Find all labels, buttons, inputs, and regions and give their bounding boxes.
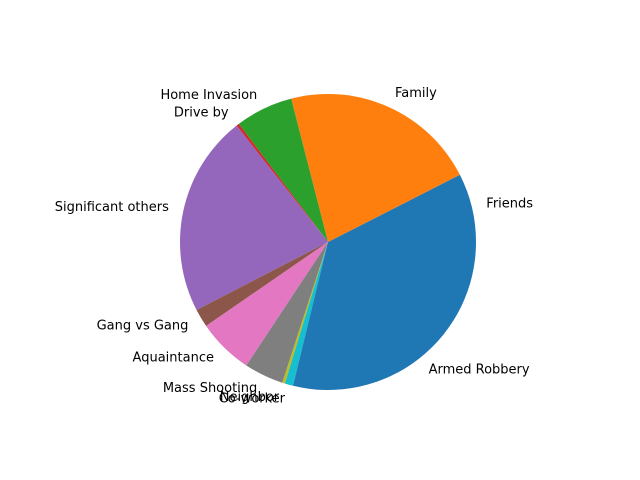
pie-slice-co-worker xyxy=(284,242,328,386)
slice-label-aquaintance: Aquaintance xyxy=(133,351,214,366)
slice-label-armed-robbery: Armed Robbery xyxy=(429,363,530,378)
pie-slice-armed-robbery xyxy=(292,242,476,390)
pie-slice-mass-shooting xyxy=(246,242,328,383)
pie-slice-drive-by xyxy=(236,123,328,242)
pie-slice-family xyxy=(291,94,460,242)
slice-label-family: Family xyxy=(395,86,437,101)
pie-slice-aquaintance xyxy=(206,242,328,366)
slice-label-drive-by: Drive by xyxy=(174,106,229,121)
slice-label-home-invasion: Home Invasion xyxy=(160,88,257,103)
slice-label-friends: Friends xyxy=(486,196,533,211)
slice-label-neighbor: Neighbor xyxy=(220,390,280,405)
pie-slice-significant-others xyxy=(180,125,328,311)
slice-label-significant-others: Significant others xyxy=(55,200,169,215)
pie-slices xyxy=(180,94,476,390)
pie-slice-neighbor xyxy=(282,242,328,384)
slice-label-gang-vs-gang: Gang vs Gang xyxy=(97,318,189,333)
pie-slice-gang-vs-gang xyxy=(196,242,328,326)
pie-labels: Friends Family Home Invasion Drive by Signif… xyxy=(55,86,534,406)
pie-slice-home-invasion xyxy=(238,98,328,242)
slice-label-mass-shooting: Mass Shooting xyxy=(163,381,257,396)
slice-label-co-worker: Co-worker xyxy=(219,392,286,407)
pie-slice-friends xyxy=(328,174,476,242)
